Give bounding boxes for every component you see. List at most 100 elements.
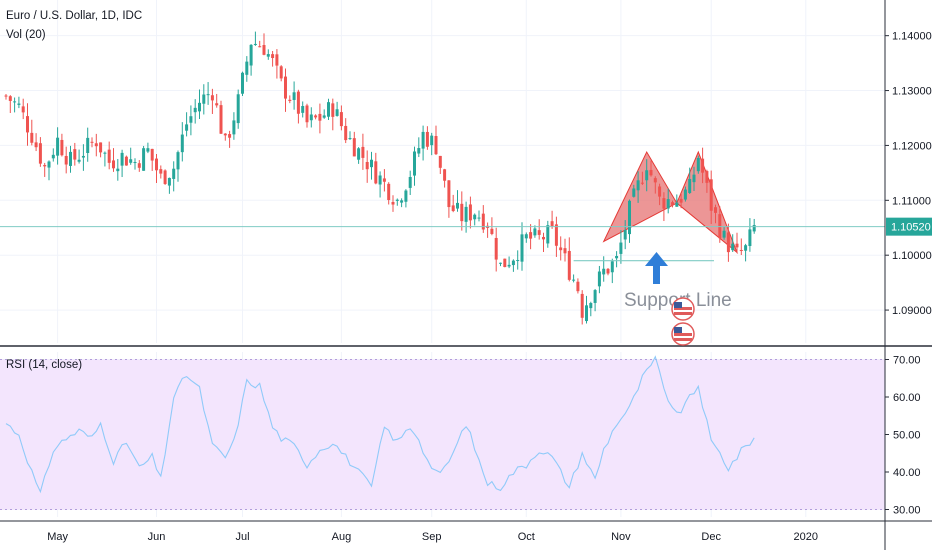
rsi-tick-label: 50.00 — [893, 430, 921, 442]
candle-body — [731, 243, 735, 251]
candle-body — [56, 137, 60, 156]
candle-body — [533, 228, 537, 236]
candle-body — [451, 205, 455, 212]
candle-body — [550, 221, 554, 227]
pattern-triangle[interactable] — [676, 150, 739, 255]
candle-body — [739, 249, 743, 251]
last-price-label: 1.10520 — [891, 222, 931, 234]
candle-body — [309, 114, 313, 121]
candle-body — [572, 279, 576, 281]
candle-body — [537, 230, 541, 235]
candle-body — [735, 243, 739, 248]
candle-body — [477, 217, 481, 219]
last-price-tag — [886, 217, 932, 236]
rsi-line — [5, 355, 755, 494]
candle-body — [288, 99, 292, 101]
candle-body — [671, 202, 674, 205]
candle-body — [60, 139, 64, 156]
candle-body — [155, 158, 158, 171]
candle-body — [322, 115, 326, 118]
us-flag-event-icon[interactable] — [671, 322, 695, 346]
candle-body — [176, 152, 180, 170]
candle-body — [443, 169, 447, 181]
rsi-tick-label: 60.00 — [893, 392, 921, 404]
harmonic-pattern[interactable] — [602, 150, 739, 255]
candle-body — [305, 105, 309, 123]
candle-body — [357, 148, 361, 160]
candle-body — [253, 43, 257, 45]
candle-body — [683, 189, 687, 200]
candle-body — [464, 206, 468, 222]
candle-body — [279, 66, 283, 79]
candle-body — [688, 178, 692, 193]
candle-body — [645, 170, 649, 181]
pattern-triangle[interactable] — [602, 150, 678, 243]
time-tick-label: 2020 — [794, 531, 818, 543]
rsi-indicator-label: RSI (14, close) — [6, 359, 83, 371]
candle-body — [542, 236, 545, 240]
time-tick-label: Nov — [611, 531, 631, 543]
candle-body — [748, 229, 752, 247]
candle-body — [580, 293, 584, 318]
price-tick-label: 1.09000 — [892, 305, 932, 317]
rsi-series — [5, 355, 755, 494]
candle-body — [21, 106, 25, 113]
candle-body — [64, 155, 68, 165]
candle-body — [335, 109, 339, 116]
candle-body — [395, 199, 399, 201]
candle-body — [516, 260, 520, 262]
candle-body — [554, 224, 558, 246]
candle-body — [69, 151, 72, 166]
candle-body — [546, 225, 550, 244]
candle-body — [34, 142, 38, 148]
candle-body — [653, 178, 657, 183]
candle-body — [210, 95, 214, 101]
time-tick-label: Aug — [332, 531, 352, 543]
candle-body — [86, 137, 90, 153]
candle-body — [284, 76, 287, 99]
candle-body — [696, 157, 700, 172]
candle-body — [662, 198, 666, 209]
candle-body — [198, 102, 201, 112]
candle-body — [752, 225, 756, 232]
candle-body — [460, 203, 464, 222]
candle-body — [172, 168, 176, 179]
candle-body — [391, 202, 395, 205]
us-flag-event-icon[interactable] — [671, 297, 695, 321]
candle-body — [438, 155, 442, 168]
candle-body — [679, 198, 683, 203]
candle-body — [529, 232, 533, 239]
candle-body — [120, 152, 124, 166]
support-line[interactable] — [0, 226, 885, 262]
candle-body — [241, 72, 244, 94]
candle-body — [292, 92, 296, 100]
candle-body — [499, 262, 502, 264]
candle-body — [722, 230, 726, 238]
candle-body — [133, 162, 137, 164]
candle-body — [129, 159, 133, 163]
candle-body — [163, 170, 167, 184]
candle-body — [146, 148, 150, 152]
rsi-band — [0, 359, 885, 510]
candle-body — [90, 141, 94, 143]
candle-body — [413, 151, 416, 176]
candle-body — [507, 264, 511, 267]
candle-body — [189, 116, 193, 123]
candle-body — [666, 199, 670, 209]
candle-body — [142, 148, 146, 171]
candle-body — [17, 103, 21, 105]
candle-body — [228, 134, 232, 138]
price-tick-label: 1.14000 — [892, 31, 932, 43]
candle-body — [636, 180, 640, 191]
time-tick-label: Jun — [148, 531, 166, 543]
candle-body — [473, 214, 477, 220]
candle-body — [370, 159, 373, 168]
candle-body — [99, 142, 103, 153]
candle-body — [107, 149, 111, 163]
candle-body — [425, 131, 429, 147]
candle-body — [520, 234, 524, 262]
candle-body — [150, 148, 154, 161]
symbol-title: Euro / U.S. Dollar, 1D, IDC — [6, 10, 143, 22]
